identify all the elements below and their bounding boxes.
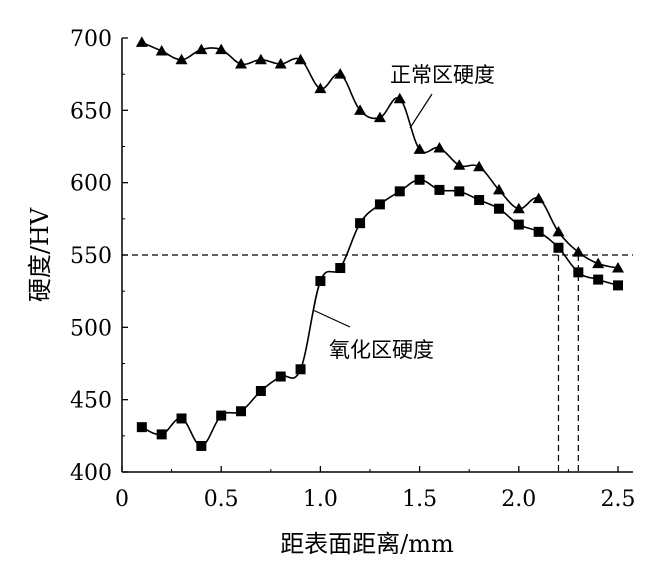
triangle-marker (373, 111, 386, 123)
square-marker (255, 385, 266, 396)
square-marker (593, 274, 604, 285)
triangle-marker (155, 45, 168, 56)
triangle-marker (254, 53, 267, 65)
square-marker (355, 218, 366, 229)
x-tick-label: 0 (115, 487, 129, 512)
reference-lines (122, 254, 633, 472)
series-normal-zone (135, 36, 624, 273)
triangle-marker (135, 36, 148, 47)
y-axis-title: 硬度/HV (26, 207, 54, 302)
y-tick-label: 500 (70, 316, 112, 341)
square-marker (275, 371, 286, 382)
triangle-marker (175, 53, 188, 65)
triangle-marker (552, 225, 565, 237)
triangle-marker (473, 160, 486, 172)
triangle-marker (354, 104, 367, 115)
y-tick-label: 650 (70, 99, 112, 124)
triangle-marker (532, 192, 545, 204)
triangle-marker (592, 257, 605, 269)
y-tick-label: 550 (70, 244, 112, 269)
triangle-marker (413, 143, 426, 154)
triangle-marker (512, 202, 525, 214)
triangle-marker (433, 141, 446, 153)
square-marker (335, 263, 346, 274)
square-marker (533, 226, 544, 237)
triangle-marker (314, 82, 327, 94)
square-marker (454, 186, 465, 197)
x-ticks: 0 0.5 1.0 1.5 2.0 2.5 (115, 466, 636, 512)
square-marker (573, 267, 584, 278)
x-tick-label: 2.0 (501, 487, 536, 512)
square-marker (295, 364, 306, 375)
annotation-normal-zone: 正常区硬度 (390, 63, 495, 87)
x-tick-label: 0.5 (204, 487, 239, 512)
series-oxidized-zone (136, 174, 623, 451)
square-marker (374, 199, 385, 210)
y-tick-label: 400 (70, 461, 112, 486)
square-marker (196, 440, 207, 451)
x-tick-label: 2.5 (601, 487, 636, 512)
triangle-marker (235, 58, 248, 69)
series-line (141, 178, 619, 447)
square-marker (156, 429, 167, 440)
square-marker (394, 186, 405, 197)
triangle-marker (572, 246, 585, 257)
square-marker (136, 422, 147, 433)
triangle-marker (492, 183, 505, 195)
annotation-leader (409, 93, 433, 129)
square-marker (474, 195, 485, 206)
square-marker (216, 410, 227, 421)
annotation-leader (312, 309, 351, 328)
y-tick-label: 450 (70, 389, 112, 414)
square-marker (414, 174, 425, 185)
y-tick-label: 700 (70, 27, 112, 52)
triangle-marker (334, 68, 347, 79)
y-tick-label: 600 (70, 172, 112, 197)
triangle-marker (294, 53, 307, 65)
triangle-marker (215, 43, 228, 55)
square-marker (553, 242, 564, 253)
square-marker (176, 413, 187, 424)
square-marker (434, 184, 445, 195)
triangle-marker (393, 92, 406, 104)
x-tick-label: 1.0 (303, 487, 338, 512)
triangle-marker (453, 159, 466, 170)
square-marker (315, 276, 326, 287)
series-line (141, 41, 619, 269)
series-layer (135, 36, 624, 451)
triangle-marker (612, 262, 624, 273)
annotation-oxidized-zone: 氧化区硬度 (329, 338, 434, 362)
square-marker (513, 219, 524, 230)
x-tick-label: 1.5 (402, 487, 437, 512)
y-ticks: 400 450 500 550 600 650 700 (70, 27, 128, 486)
x-axis-title: 距表面距离/mm (280, 530, 454, 558)
square-marker (236, 406, 247, 417)
square-marker (493, 203, 504, 214)
triangle-marker (195, 43, 208, 55)
triangle-marker (274, 58, 287, 69)
square-marker (613, 280, 623, 291)
